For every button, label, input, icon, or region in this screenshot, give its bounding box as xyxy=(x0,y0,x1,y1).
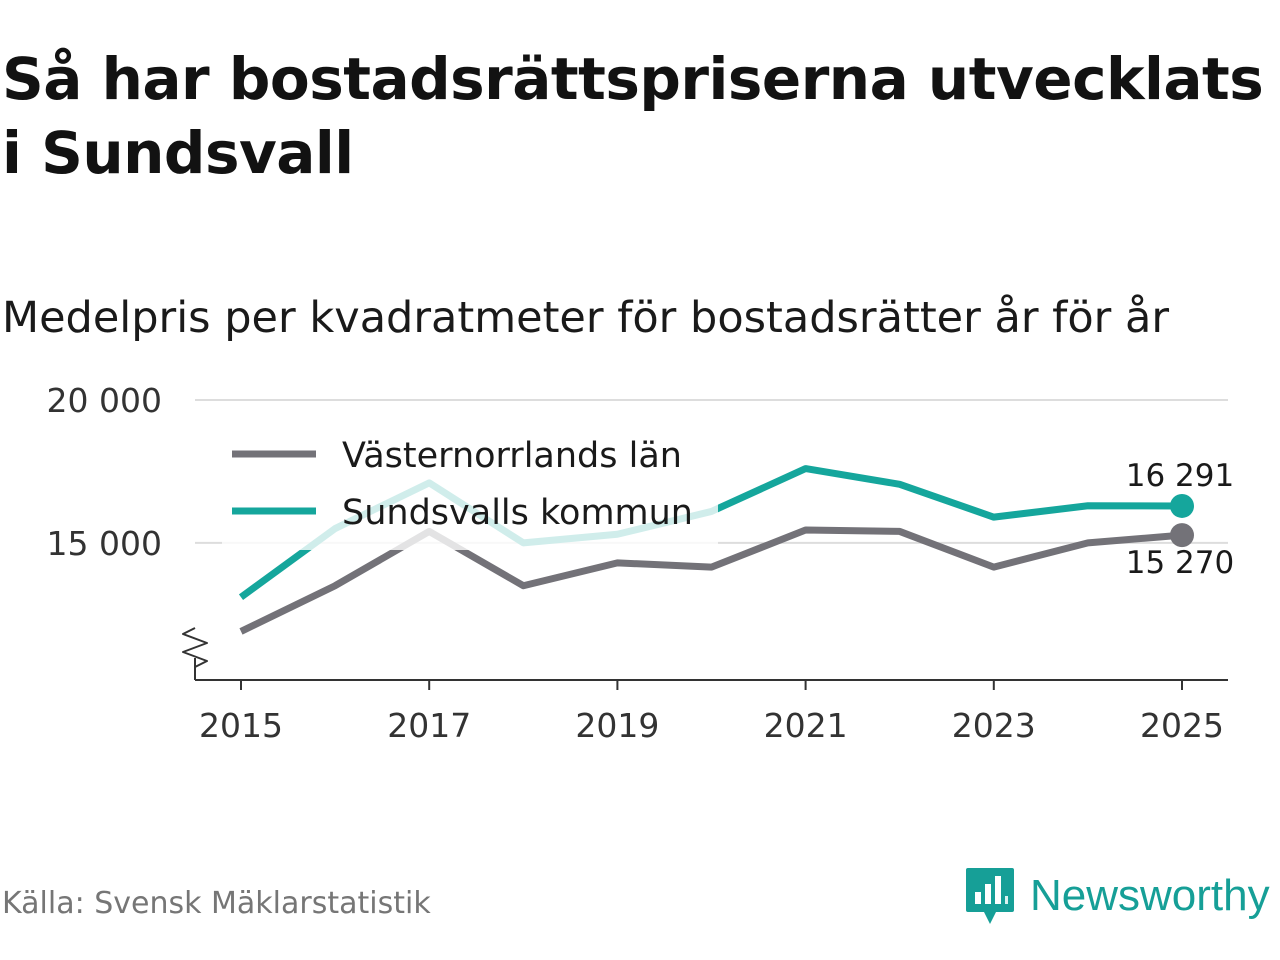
legend: Västernorrlands län Sundsvalls kommun xyxy=(222,422,718,550)
chart-subtitle: Medelpris per kvadratmeter för bostadsrä… xyxy=(2,293,1170,343)
x-tick-label-2021: 2021 xyxy=(764,706,848,745)
end-value-label-0: 15 270 xyxy=(1126,545,1234,581)
newsworthy-logo[interactable]: Newsworthy xyxy=(964,866,1270,926)
x-tick-label-2023: 2023 xyxy=(952,706,1036,745)
legend-label-1: Sundsvalls kommun xyxy=(342,493,693,533)
y-tick-label-15000: 15 000 xyxy=(47,524,162,563)
x-tick-label-2015: 2015 xyxy=(199,706,283,745)
line-chart: 15 000 20 000 2015 2017 2019 2021 2023 2025 Väs… xyxy=(47,381,1235,745)
x-tick-label-2019: 2019 xyxy=(575,706,659,745)
series-end-marker-1 xyxy=(1170,493,1194,518)
legend-background xyxy=(222,422,718,550)
end-value-label-1: 16 291 xyxy=(1126,458,1234,494)
newsworthy-logo-icon xyxy=(966,868,1014,924)
series-end-marker-0 xyxy=(1170,523,1194,548)
axis-break-icon xyxy=(182,627,208,668)
y-tick-label-20000: 20 000 xyxy=(47,381,162,420)
brand-name: Newsworthy xyxy=(1030,871,1270,920)
chart-title: Så har bostadsrättspriserna utvecklats i… xyxy=(2,45,1264,187)
x-tick-label-2017: 2017 xyxy=(387,706,471,745)
legend-label-0: Västernorrlands län xyxy=(342,436,682,476)
source-note: Källa: Svensk Mäklarstatistik xyxy=(2,886,431,921)
end-labels: 15 270 16 291 xyxy=(1126,458,1234,581)
axis-layer: 15 000 20 000 2015 2017 2019 2021 2023 2025 xyxy=(47,381,1228,745)
x-tick-label-2025: 2025 xyxy=(1140,706,1224,745)
